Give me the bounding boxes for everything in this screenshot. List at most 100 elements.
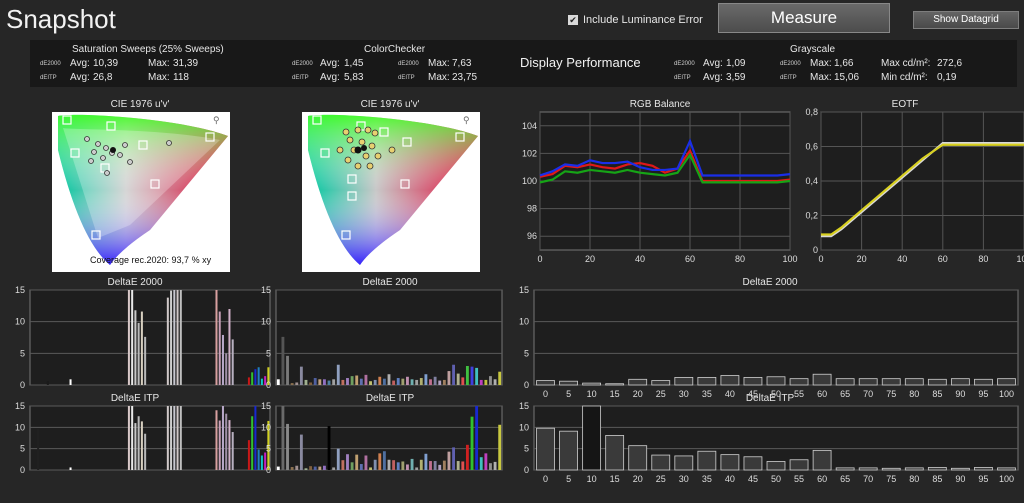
avg-label: Avg:	[703, 72, 723, 83]
sat_itp-ytick-label: 5	[20, 444, 25, 454]
gs_de2000-category-label: 80	[909, 389, 919, 399]
cc_itp-bar	[479, 457, 483, 470]
cc_de2000-bar	[378, 376, 382, 385]
gs_de2000-bar	[559, 380, 578, 386]
min-luminance-label: Min cd/m²:	[881, 72, 928, 83]
sat_itp-bar	[231, 432, 234, 470]
avg-value: 10,39	[93, 58, 119, 69]
cc_de2000-bar	[322, 379, 326, 385]
cc_de2000-bar	[327, 380, 331, 385]
magnifier-icon[interactable]: ⚲	[463, 115, 470, 125]
sat_itp-bar	[267, 420, 270, 470]
cc_de2000-bar	[401, 378, 405, 385]
metric-tag: dEITP	[398, 75, 415, 81]
sat_de2000-bar	[257, 367, 260, 385]
gs_itp-category-label: 10	[587, 474, 597, 484]
magnifier-icon[interactable]: ⚲	[213, 115, 220, 125]
eotf-xtick-label: 0	[818, 254, 823, 264]
sat_itp-bar	[166, 406, 169, 470]
gs_de2000-category-label: 20	[633, 389, 643, 399]
rgb_balance-ytick-label: 102	[522, 148, 537, 158]
sat_itp-bar	[179, 406, 182, 470]
rgb_balance-xtick-label: 20	[585, 254, 595, 264]
cc_itp-bar	[350, 462, 354, 470]
cc_de2000-bar	[447, 371, 451, 385]
sat_itp-ytick-label: 10	[15, 422, 25, 432]
cc_de2000-bar	[452, 364, 456, 385]
metric-tag: dEITP	[780, 75, 797, 81]
checkbox-checked-icon[interactable]: ✔	[568, 15, 578, 25]
cc_de2000-bar	[304, 379, 308, 385]
eotf-ytick-label: 0,8	[805, 107, 818, 117]
gs_itp-bar	[674, 455, 694, 471]
gs_itp-bar	[789, 459, 809, 471]
gs_de2000-bar	[628, 378, 648, 386]
sat_itp-bar	[215, 410, 218, 470]
gs_de2000-bar	[950, 378, 970, 386]
cc_itp-bar	[276, 466, 280, 470]
cc_itp-bar	[290, 467, 294, 470]
cie-left-chart: ⚲	[52, 112, 230, 272]
cc_itp-ytick-label: 5	[266, 444, 271, 454]
gs_de2000-bar	[927, 378, 947, 386]
max-value: 15,06	[834, 72, 860, 83]
sat_itp-bar	[225, 413, 228, 470]
cc_itp-bar	[465, 444, 469, 470]
cc_de2000-bar	[350, 376, 354, 385]
eotf-xtick-label: 40	[897, 254, 907, 264]
gs_de2000-bar	[858, 378, 878, 386]
cc_de2000-bar	[276, 379, 280, 385]
measure-button[interactable]: Measure	[718, 3, 890, 33]
grayscale-title: Grayscale	[790, 44, 836, 55]
gs_de2000-bar	[835, 378, 855, 386]
gs_itp-bar	[997, 467, 1016, 471]
cc_de2000-bar	[290, 383, 294, 385]
gs_de2000-category-label: 75	[886, 389, 896, 399]
sat_de2000-bar	[267, 367, 270, 385]
max-label: Max:	[810, 58, 832, 69]
eotf-xtick-label: 100	[1016, 254, 1024, 264]
eotf-xtick-label: 60	[938, 254, 948, 264]
cc_de2000-bar	[470, 366, 474, 385]
sat_itp-bar	[127, 406, 130, 470]
sat_de2000-bar	[127, 290, 130, 385]
eotf-ytick-label: 0,2	[805, 211, 818, 221]
sat_itp-bar	[69, 467, 72, 470]
cc_itp-bar	[286, 423, 289, 470]
sat_de2000-bar	[166, 297, 169, 385]
cc_itp-bar	[415, 467, 419, 470]
cc_itp-bar	[424, 453, 428, 470]
cc_de2000-ytick-label: 5	[266, 348, 271, 358]
sat_de2000-ytick-label: 10	[15, 317, 25, 327]
eotf-title: EOTF	[891, 99, 919, 110]
cie-left-title: CIE 1976 u'v'	[110, 99, 170, 110]
cc_de2000-bar	[369, 381, 372, 385]
gs_de2000-category-label: 0	[543, 389, 548, 399]
include-luminance-toggle[interactable]: ✔ Include Luminance Error	[568, 14, 703, 26]
gs_itp-bar	[536, 427, 555, 471]
metric-tag: dEITP	[292, 75, 309, 81]
sat_itp-bar	[260, 455, 263, 470]
cc_itp-plot-area	[275, 405, 503, 471]
cc_itp-bar	[401, 461, 405, 470]
cc_de2000-bar	[382, 378, 386, 385]
cc_de2000-bar	[341, 379, 345, 385]
max-label: Max:	[428, 58, 450, 69]
rgb_balance-ytick-label: 104	[522, 121, 537, 131]
cc_de2000-bar	[442, 379, 446, 385]
avg-label: Avg:	[703, 58, 723, 69]
cc_itp-bar	[438, 464, 442, 470]
sat_itp-bar	[228, 420, 231, 470]
show-datagrid-button[interactable]: Show Datagrid	[913, 11, 1019, 29]
rgb_balance-xtick-label: 0	[537, 254, 542, 264]
cc-itp-title: DeltaE ITP	[365, 393, 415, 404]
cc_itp-bar	[433, 461, 437, 470]
cc_de2000-bar	[493, 379, 497, 385]
cc_itp-bar	[498, 424, 502, 470]
gs_de2000-bar	[674, 376, 694, 386]
eotf-xtick-label: 20	[857, 254, 867, 264]
sat_de2000-bar	[137, 322, 140, 385]
include-luminance-label: Include Luminance Error	[583, 14, 703, 26]
cc_itp-bar	[318, 466, 322, 470]
